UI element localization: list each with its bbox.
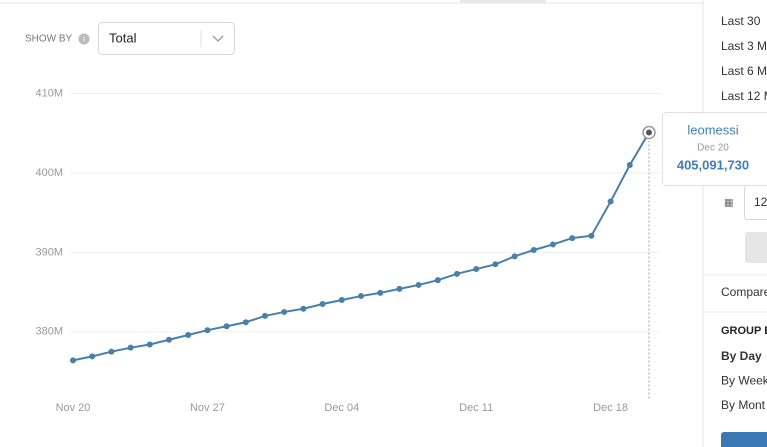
y-tick-label: 380M bbox=[35, 326, 63, 338]
data-point bbox=[185, 331, 192, 338]
data-point bbox=[492, 261, 499, 268]
data-point bbox=[607, 198, 614, 205]
data-point bbox=[434, 277, 441, 284]
data-point bbox=[242, 319, 249, 326]
show-by-label: SHOW BY bbox=[25, 34, 73, 45]
data-point bbox=[204, 327, 211, 334]
info-icon bbox=[78, 33, 90, 45]
data-point bbox=[281, 308, 288, 315]
group-option[interactable]: By Mont bbox=[721, 398, 766, 412]
data-point bbox=[262, 312, 268, 319]
series-line bbox=[72, 132, 650, 362]
x-tick-label: Nov 27 bbox=[190, 402, 225, 414]
data-point bbox=[415, 281, 422, 288]
apply-button[interactable] bbox=[745, 232, 767, 263]
group-option[interactable]: By Week bbox=[721, 374, 767, 388]
data-point bbox=[300, 305, 307, 312]
hover-point-core bbox=[646, 129, 652, 136]
x-tick-label: Dec 04 bbox=[324, 402, 359, 414]
group-option[interactable]: By Day bbox=[721, 349, 762, 363]
data-point bbox=[223, 323, 230, 330]
data-point bbox=[626, 162, 633, 169]
select-value: Total bbox=[109, 30, 137, 45]
calendar-icon: ▦ bbox=[724, 198, 733, 209]
x-tick-label: Dec 18 bbox=[593, 402, 628, 414]
data-point bbox=[396, 285, 403, 292]
range-option[interactable]: Last 12 M bbox=[721, 89, 767, 103]
data-point bbox=[550, 241, 556, 248]
data-point bbox=[319, 301, 326, 307]
data-point bbox=[146, 341, 153, 348]
submit-button[interactable] bbox=[721, 432, 767, 447]
sidebar bbox=[703, 0, 767, 447]
data-point bbox=[127, 344, 134, 351]
range-option[interactable]: Last 6 M bbox=[721, 64, 767, 78]
data-point bbox=[166, 336, 172, 343]
data-point bbox=[588, 232, 595, 239]
select-chevron bbox=[212, 35, 224, 42]
y-tick-label: 410M bbox=[35, 87, 63, 99]
data-point bbox=[473, 266, 480, 273]
compare-label[interactable]: Compare bbox=[721, 285, 767, 299]
data-point bbox=[511, 253, 518, 260]
data-point bbox=[89, 353, 96, 360]
x-tick-label: Nov 20 bbox=[56, 402, 91, 414]
tooltip-date: Dec 20 bbox=[697, 143, 729, 154]
data-point bbox=[338, 297, 345, 304]
range-option[interactable]: Last 7 D bbox=[721, 0, 766, 3]
data-point bbox=[377, 289, 384, 296]
data-point bbox=[70, 357, 76, 364]
info-icon-glyph: i bbox=[83, 35, 85, 44]
group-by-heading: GROUP B bbox=[721, 325, 767, 337]
y-tick-label: 390M bbox=[35, 246, 63, 258]
y-tick-label: 400M bbox=[35, 167, 63, 179]
tooltip-name: leomessi bbox=[687, 122, 738, 137]
data-point bbox=[569, 235, 576, 242]
x-tick-label: Dec 11 bbox=[459, 402, 493, 414]
range-option[interactable]: Last 30 bbox=[721, 14, 761, 28]
range-option[interactable]: Last 3 M bbox=[721, 39, 767, 53]
data-point bbox=[358, 293, 364, 300]
tooltip-value: 405,091,730 bbox=[677, 157, 749, 172]
data-point bbox=[108, 348, 115, 355]
date-input-text: 12 bbox=[754, 195, 767, 209]
data-point bbox=[454, 270, 460, 277]
tab-indicator bbox=[460, 0, 546, 3]
tooltip-box bbox=[662, 112, 767, 186]
data-point bbox=[530, 247, 537, 253]
